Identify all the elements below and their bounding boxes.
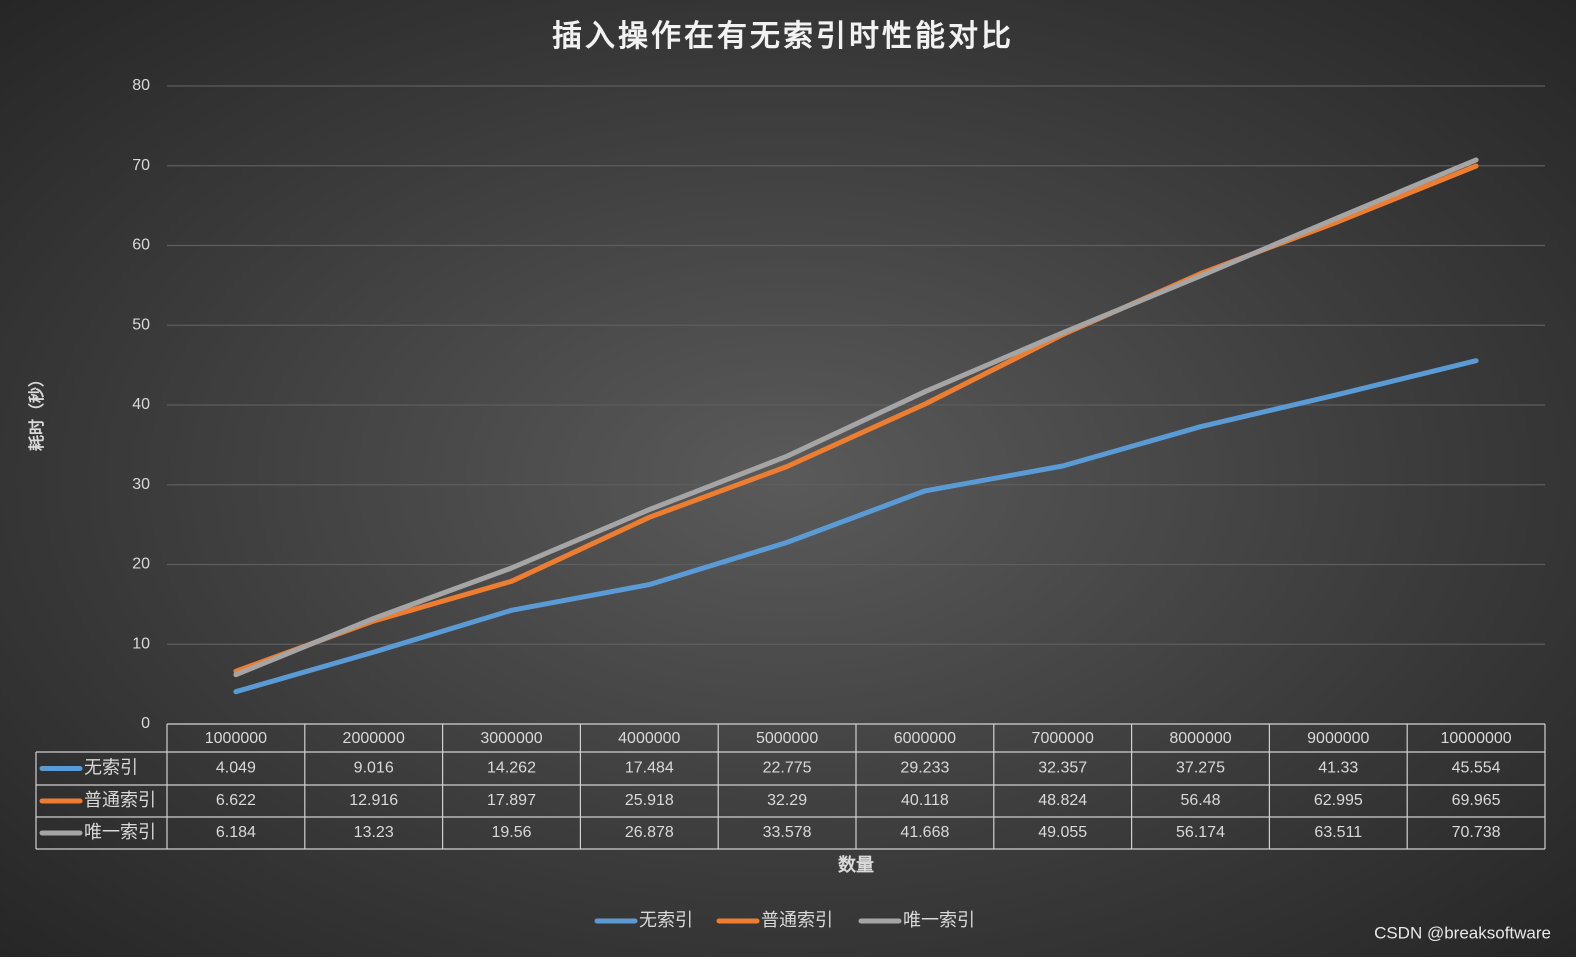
table-cell: 32.29 [767,792,807,809]
y-tick-label: 20 [132,556,150,573]
table-cell: 13.23 [354,824,394,841]
table-cell: 6.622 [216,792,256,809]
table-cell: 62.995 [1314,792,1363,809]
table-header: 3000000 [480,730,542,747]
table-cell: 48.824 [1038,792,1087,809]
table-cell: 6.184 [216,824,256,841]
table-cell: 63.511 [1314,824,1362,841]
table-cell: 9.016 [354,760,394,777]
table-cell: 37.275 [1176,760,1225,777]
table-cell: 4.049 [216,760,256,777]
line [233,163,1479,674]
chart-title: 插入操作在有无索引时性能对比 [552,20,1014,53]
table-cell: 17.897 [487,792,536,809]
table-cell: 45.554 [1452,760,1501,777]
table-cell: 12.916 [349,792,398,809]
x-axis-title: 数量 [838,854,874,875]
table-header: 1000000 [205,730,267,747]
y-tick-label: 0 [141,715,150,732]
table-cell: 17.484 [625,760,674,777]
y-tick-label: 60 [132,237,150,254]
table-row-label: 无索引 [84,757,138,777]
legend-label: 无索引 [639,910,693,930]
table-cell: 70.738 [1452,824,1501,841]
table-cell: 49.055 [1038,824,1087,841]
table-cell: 41.33 [1318,760,1358,777]
table-cell: 56.48 [1180,792,1220,809]
y-tick-label: 80 [132,77,150,94]
table-cell: 29.233 [900,760,949,777]
table-header: 9000000 [1307,730,1369,747]
table-cell: 69.965 [1452,792,1501,809]
line [233,358,1479,695]
table-row-label: 普通索引 [84,790,156,810]
table-cell: 25.918 [625,792,674,809]
table-cell: 19.56 [491,824,531,841]
table-cell: 41.668 [900,824,949,841]
y-tick-label: 10 [132,635,150,652]
table-cell: 22.775 [763,760,812,777]
table-cell: 40.118 [901,792,949,809]
table-header: 4000000 [618,730,680,747]
table-cell: 33.578 [763,824,812,841]
y-tick-label: 50 [132,316,150,333]
y-tick-label: 40 [132,396,150,413]
table-header: 8000000 [1169,730,1231,747]
y-tick-label: 30 [132,476,150,493]
table-cell: 26.878 [625,824,674,841]
table-header: 7000000 [1032,730,1094,747]
table-cell: 14.262 [487,760,536,777]
legend-label: 唯一索引 [903,910,975,930]
y-tick-label: 70 [132,157,150,174]
table-header: 5000000 [756,730,818,747]
table-header: 6000000 [894,730,956,747]
y-axis-title: 耗时（秒） [27,371,46,451]
table-cell: 32.357 [1038,760,1087,777]
table-row-label: 唯一索引 [84,822,156,842]
legend-label: 普通索引 [761,910,833,930]
table-header: 10000000 [1441,730,1512,747]
watermark: CSDN @breaksoftware [1374,923,1551,942]
line [233,157,1479,678]
table-header: 2000000 [343,730,405,747]
table-cell: 56.174 [1176,824,1225,841]
